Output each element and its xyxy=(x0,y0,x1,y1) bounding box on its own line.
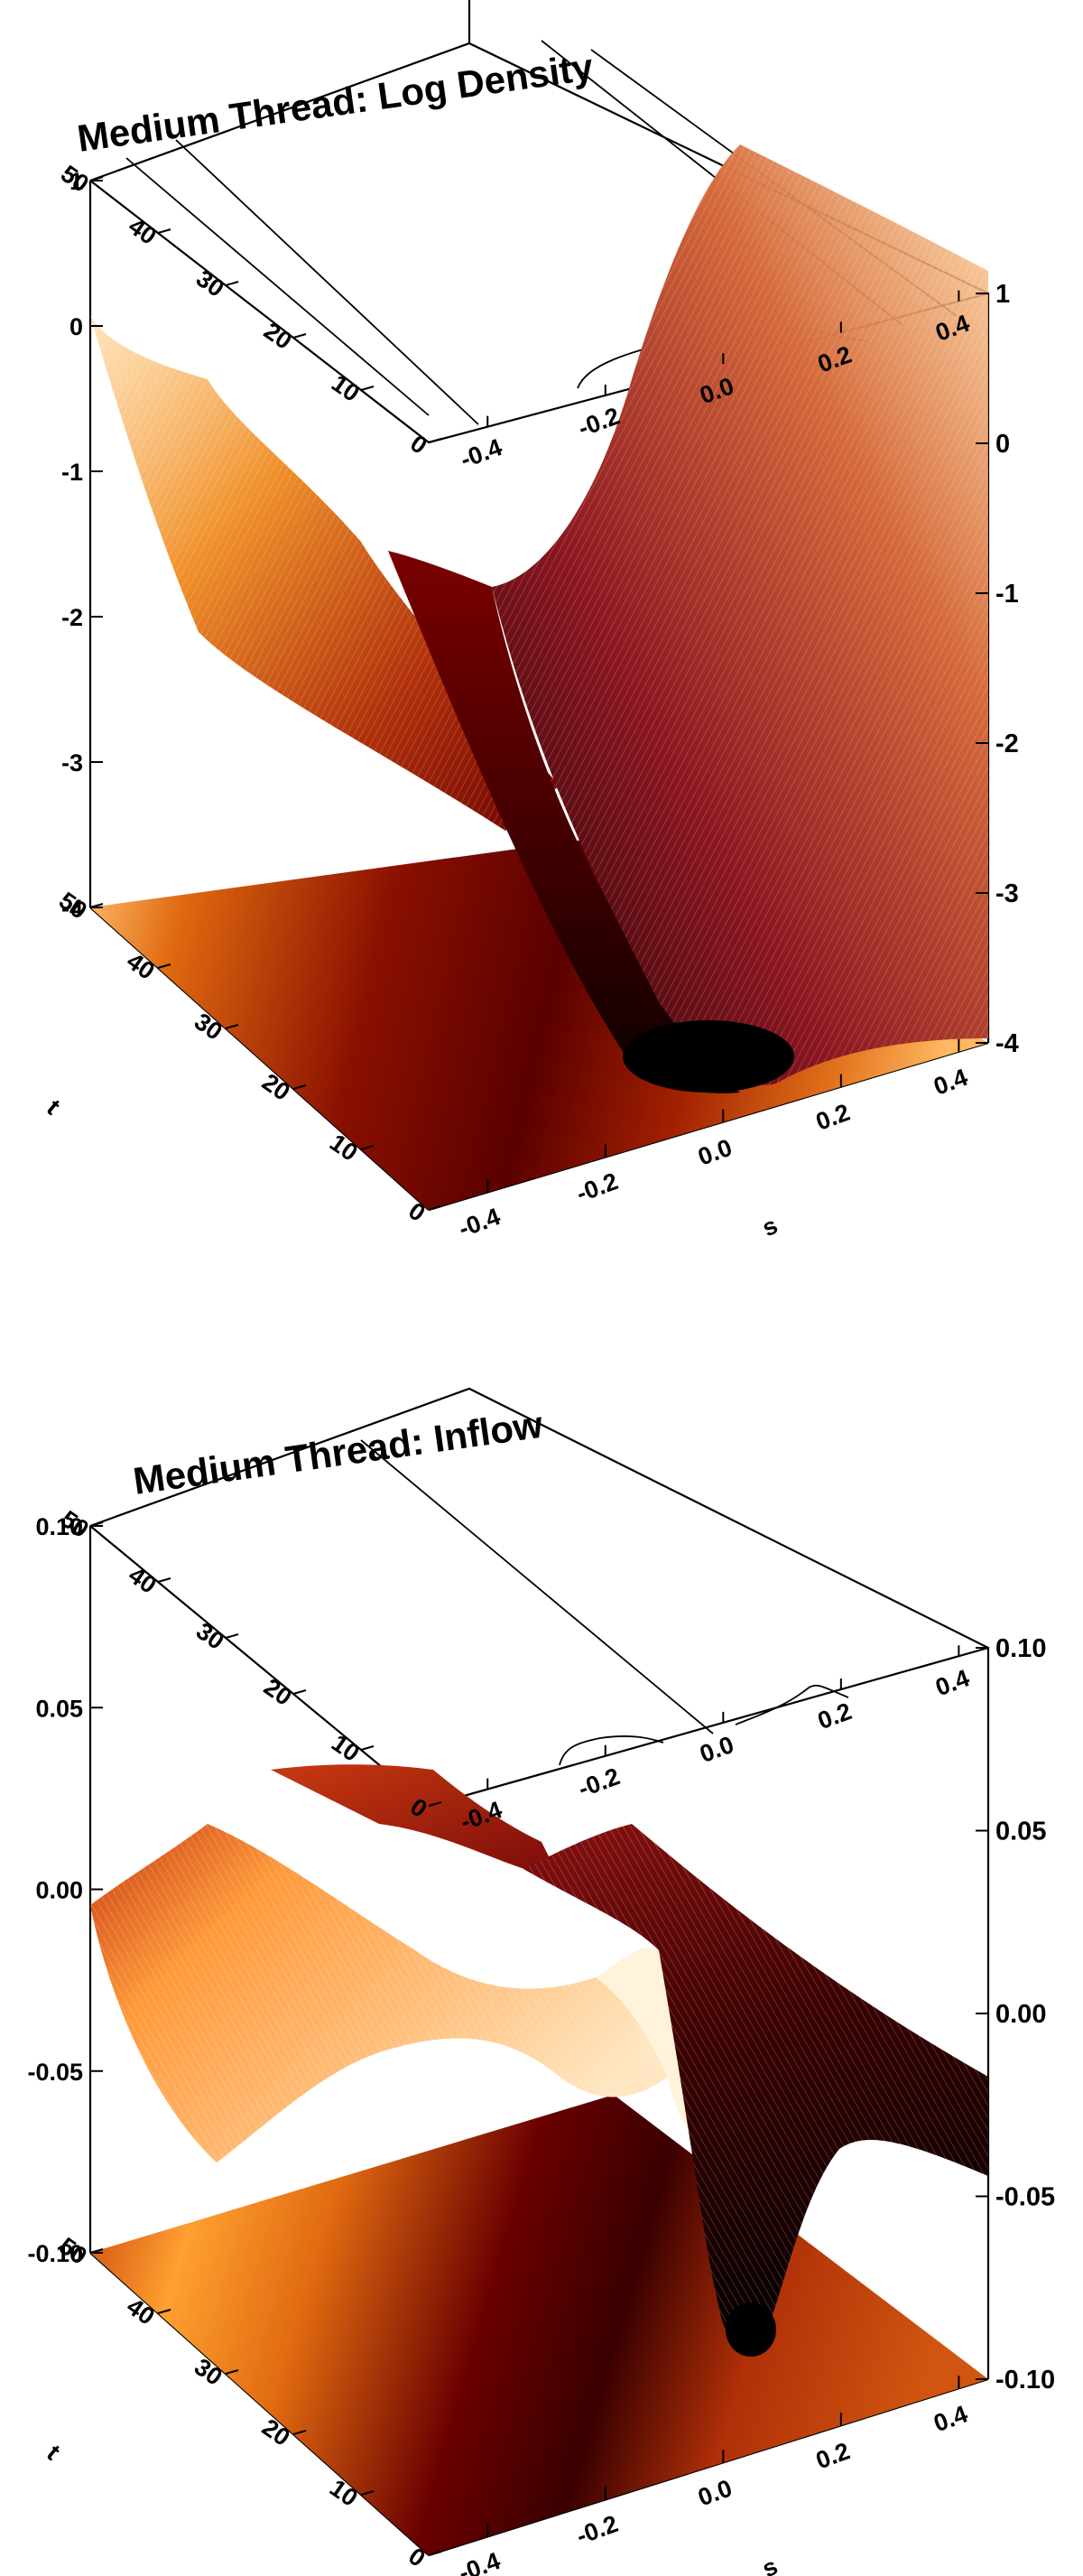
y-tick-mark xyxy=(157,963,171,969)
x-tick-label: -0.4 xyxy=(457,433,505,473)
y-tick-label: 40 xyxy=(124,212,162,250)
y-tick-label: 50 xyxy=(54,887,92,925)
z-tick-label: 0.10 xyxy=(995,1634,1046,1663)
chart-title: Medium Thread: Log Density xyxy=(75,45,597,160)
surface-ridge xyxy=(388,551,740,1093)
z-axis-left: -0.10 -0.05 0.00 0.05 0.10 xyxy=(27,1513,103,2267)
y-tick-mark xyxy=(157,2309,171,2314)
y-tick-mark xyxy=(89,903,104,908)
y-tick-mark xyxy=(292,1084,307,1090)
z-tick-label: -2 xyxy=(61,604,83,631)
y-tick-label: 20 xyxy=(259,1673,297,1711)
x-tick-label: -0.2 xyxy=(575,1762,624,1802)
chart-title: Medium Thread: Inflow xyxy=(131,1403,546,1502)
z-tick-label: -0.05 xyxy=(995,2183,1055,2212)
y-tick-mark xyxy=(428,438,442,443)
y-tick-label: 30 xyxy=(191,265,229,302)
y-tick-mark xyxy=(225,1024,239,1029)
z-tick-label: -1 xyxy=(995,580,1019,609)
z-tick-label: -4 xyxy=(61,895,83,922)
y-tick-label: 0 xyxy=(403,1197,430,1227)
y-tick-mark xyxy=(225,2369,239,2375)
y-tick-mark xyxy=(225,281,239,286)
x-tick-label: -0.4 xyxy=(455,2547,504,2576)
x-axis-label: s xyxy=(758,2553,782,2576)
y-tick-mark xyxy=(292,333,307,339)
z-axis-right: -0.10 -0.05 0.00 0.05 0.10 xyxy=(976,1634,1055,2395)
y-tick-mark xyxy=(89,1521,104,1527)
y-tick-mark xyxy=(292,1689,307,1695)
z-tick-label: 0.05 xyxy=(995,1818,1046,1846)
surface-trough-minimum xyxy=(623,1020,794,1093)
x-axis-label: s xyxy=(758,1212,782,1242)
z-tick-label: -0.10 xyxy=(995,2366,1055,2395)
y-tick-mark xyxy=(360,386,375,391)
y-tick-mark xyxy=(360,2490,375,2496)
y-tick-mark xyxy=(428,2551,442,2556)
y-axis-label: t xyxy=(42,2440,65,2466)
x-tick-label: 0.2 xyxy=(814,1697,856,1734)
y-axis-label: t xyxy=(42,1094,65,1121)
x-tick-label: 0.2 xyxy=(812,1099,854,1136)
y-tick-label: 20 xyxy=(259,317,297,355)
y-tick-label: 50 xyxy=(56,160,94,198)
x-tick-label: 0.4 xyxy=(932,1664,974,1701)
y-tick-mark xyxy=(157,228,171,234)
y-tick-mark xyxy=(428,1205,442,1211)
y-tick-mark xyxy=(428,1801,442,1807)
x-tick-label: 0.4 xyxy=(930,1064,972,1101)
x-tick-label: -0.2 xyxy=(573,1167,622,1207)
x-tick-label: 0.4 xyxy=(930,2400,972,2437)
y-tick-mark xyxy=(292,2430,307,2435)
y-tick-label: 0 xyxy=(405,430,432,460)
surface-minimum xyxy=(726,2302,776,2357)
z-tick-label: -3 xyxy=(995,879,1019,908)
z-tick-label: -2 xyxy=(995,730,1019,758)
z-tick-label: 0.05 xyxy=(35,1695,83,1722)
x-tick-label: 0.0 xyxy=(696,1731,737,1768)
z-tick-label: 1 xyxy=(69,168,83,195)
y-tick-label: 10 xyxy=(327,1729,365,1767)
y-tick-mark xyxy=(360,1145,375,1150)
x-tick-label: 0.0 xyxy=(694,2474,736,2511)
z-tick-label: 0 xyxy=(69,313,83,340)
y-tick-label: 40 xyxy=(124,1561,162,1599)
wall-contour-lines xyxy=(360,1439,849,1766)
z-tick-label: 0.00 xyxy=(35,1877,83,1904)
z-axis-left: -4 -3 -2 -1 0 1 xyxy=(61,168,103,922)
z-tick-label: 0.10 xyxy=(35,1513,83,1540)
z-tick-label: 1 xyxy=(995,280,1010,309)
y-tick-label: 0 xyxy=(403,2543,430,2572)
inflow-surface-plot: Medium Thread: Inflow -0.10-0.050.000.05… xyxy=(27,1387,1055,2576)
z-tick-label: -1 xyxy=(61,459,83,486)
z-tick-label: -3 xyxy=(61,749,83,777)
y-tick-mark xyxy=(225,1633,239,1639)
y-tick-label: 10 xyxy=(327,369,365,407)
z-tick-label: -4 xyxy=(995,1029,1019,1058)
y-tick-label: 30 xyxy=(191,1617,229,1655)
z-tick-label: -0.05 xyxy=(27,2059,83,2086)
z-tick-label: -0.10 xyxy=(27,2240,83,2267)
z-tick-label: 0.00 xyxy=(995,2000,1046,2029)
x-tick-label: -0.2 xyxy=(573,2510,622,2550)
floor-projection xyxy=(90,2095,988,2555)
surface-back-wing xyxy=(271,1764,560,1878)
y-tick-mark xyxy=(89,176,104,181)
x-tick-label: 0.2 xyxy=(812,2437,854,2474)
x-tick-label: -0.4 xyxy=(455,1203,504,1242)
y-tick-mark xyxy=(157,1577,171,1583)
x-tick-label: 0.0 xyxy=(694,1134,736,1171)
z-tick-label: 0 xyxy=(995,430,1010,459)
y-tick-mark xyxy=(89,2248,104,2254)
y-tick-mark xyxy=(360,1745,375,1751)
log-density-surface-plot: Medium Thread: Log Density -4 -3 -2 -1 0 1 -4… xyxy=(42,0,1019,1242)
z-axis-right: -4 -3 -2 -1 0 1 xyxy=(976,280,1019,1058)
